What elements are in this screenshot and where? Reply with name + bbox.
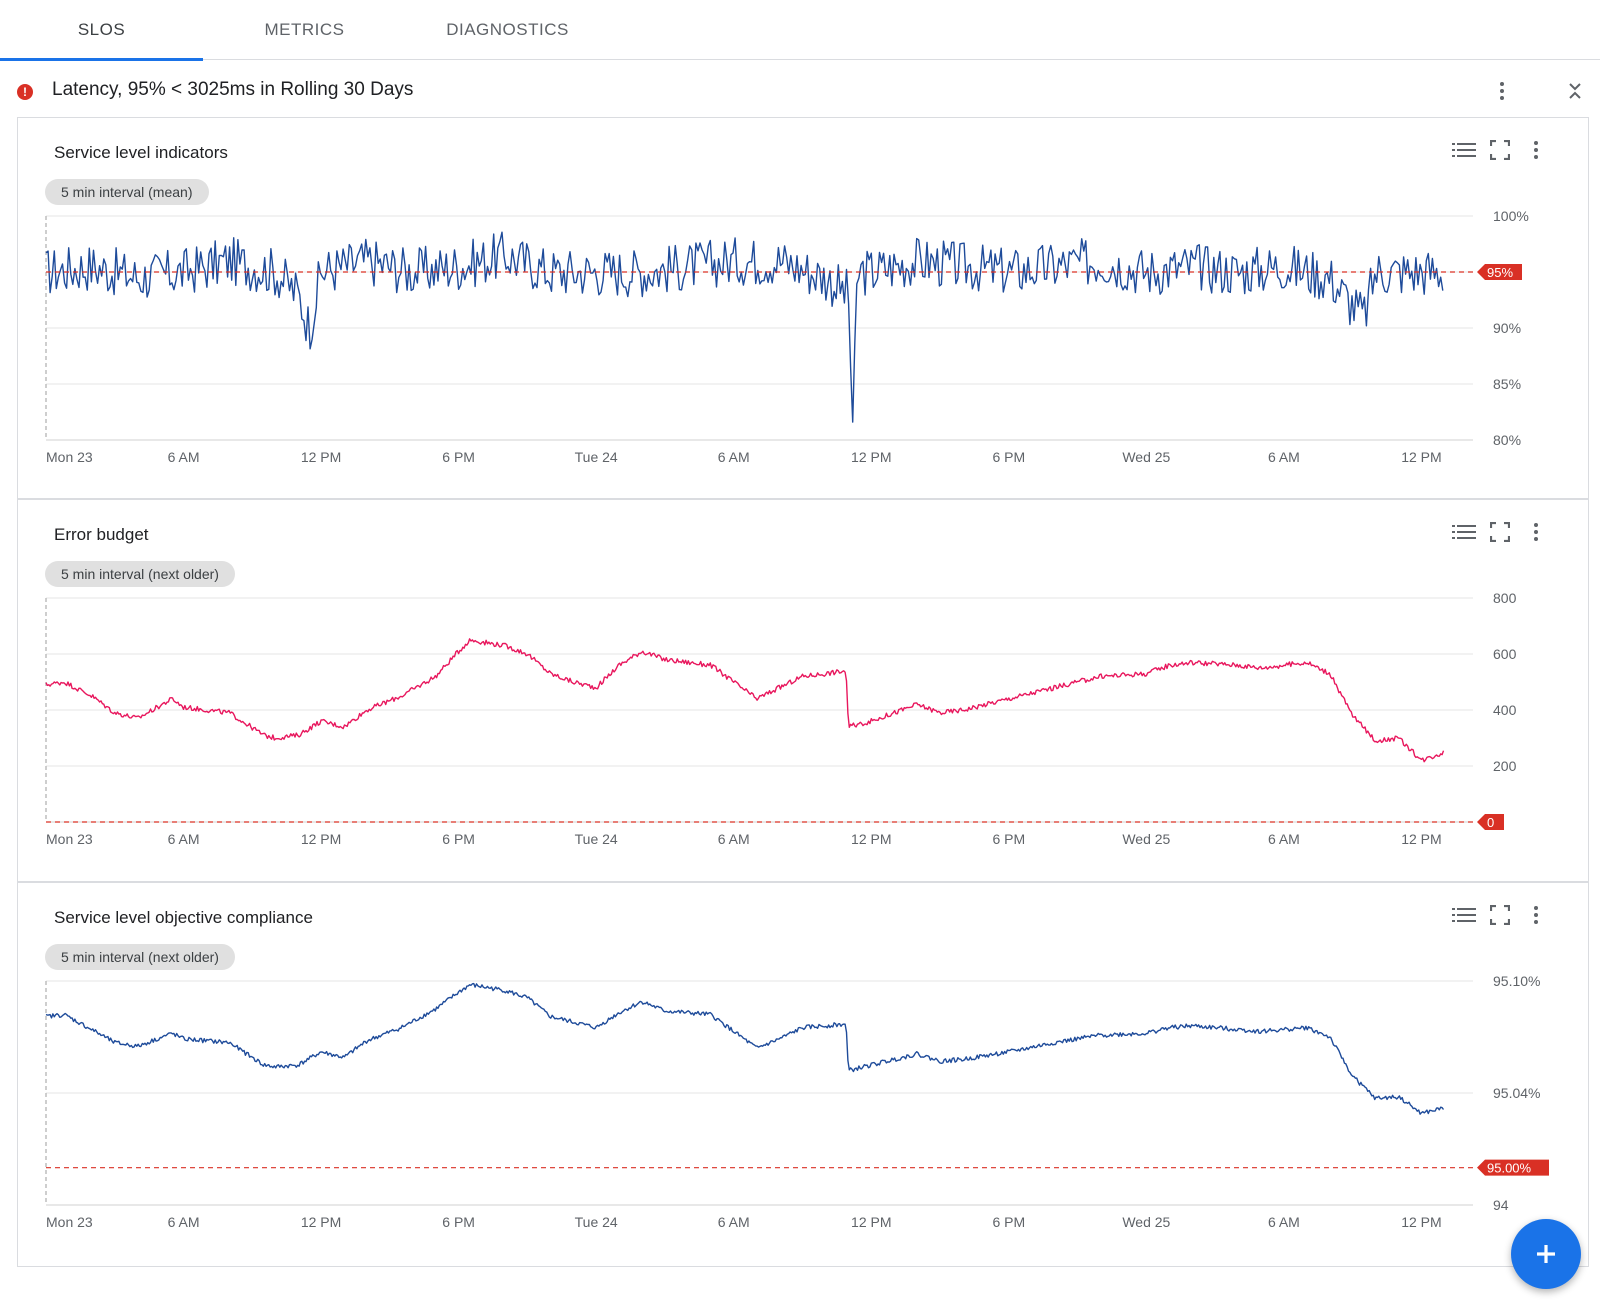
- interval-chip[interactable]: 5 min interval (next older): [45, 944, 235, 970]
- more-vert-icon[interactable]: [1524, 903, 1548, 927]
- tab-bar: SLOS METRICS DIAGNOSTICS: [0, 0, 1600, 61]
- x-tick-label: 6 AM: [168, 831, 200, 847]
- x-tick-label: 6 PM: [442, 449, 475, 465]
- sli-chart[interactable]: 100% 90% 85% 80% Mon 23 6 AM 12 PM 6 PM Tue 24 6 …: [18, 118, 1590, 500]
- x-tick-label: 6 PM: [992, 1214, 1025, 1230]
- collapse-icon[interactable]: [1563, 79, 1587, 103]
- chart-toolbar: [1452, 138, 1548, 162]
- more-vert-icon[interactable]: [1524, 138, 1548, 162]
- threshold-label: 95.00%: [1487, 1161, 1532, 1176]
- x-tick-label: 6 AM: [168, 1214, 200, 1230]
- x-tick-label: 6 AM: [1268, 831, 1300, 847]
- slo-header: ! Latency, 95% < 3025ms in Rolling 30 Da…: [0, 61, 1600, 119]
- x-tick-label: Wed 25: [1122, 449, 1170, 465]
- tab-metrics[interactable]: METRICS: [264, 20, 345, 39]
- x-tick-label: 12 PM: [851, 831, 891, 847]
- plus-icon: [1537, 1245, 1555, 1263]
- y-tick-label: 80%: [1493, 432, 1521, 448]
- chart-card-sli: Service level indicators 5 min interval …: [17, 117, 1589, 499]
- error-icon: !: [17, 84, 33, 100]
- x-tick-label: Mon 23: [46, 831, 93, 847]
- x-tick-label: 12 PM: [851, 449, 891, 465]
- x-tick-label: Mon 23: [46, 1214, 93, 1230]
- threshold-label: 95%: [1487, 265, 1513, 280]
- interval-chip[interactable]: 5 min interval (next older): [45, 561, 235, 587]
- y-tick-label: 85%: [1493, 376, 1521, 392]
- x-tick-label: 6 AM: [168, 449, 200, 465]
- x-tick-label: Tue 24: [575, 449, 618, 465]
- fullscreen-icon[interactable]: [1488, 903, 1512, 927]
- y-tick-label: 95.10%: [1493, 973, 1540, 989]
- chart-card-error-budget: Error budget 5 min interval (next older)…: [17, 499, 1589, 882]
- x-tick-label: 6 AM: [718, 1214, 750, 1230]
- legend-list-icon[interactable]: [1452, 138, 1476, 162]
- y-tick-label: 90%: [1493, 320, 1521, 336]
- fullscreen-icon[interactable]: [1488, 520, 1512, 544]
- y-tick-label: 800: [1493, 590, 1517, 606]
- legend-list-icon[interactable]: [1452, 903, 1476, 927]
- fullscreen-icon[interactable]: [1488, 138, 1512, 162]
- compliance-chart[interactable]: 95.10% 95.04% 94 Mon 23 6 AM 12 PM 6 PM Tue 24 6…: [18, 883, 1590, 1268]
- y-tick-label: 600: [1493, 646, 1517, 662]
- threshold-badge: [1477, 814, 1504, 830]
- interval-chip[interactable]: 5 min interval (mean): [45, 179, 209, 205]
- y-tick-label: 100%: [1493, 208, 1529, 224]
- series-line: [45, 638, 1445, 763]
- x-tick-label: 12 PM: [1401, 1214, 1441, 1230]
- x-tick-label: 12 PM: [1401, 449, 1441, 465]
- x-tick-label: Tue 24: [575, 831, 618, 847]
- x-tick-label: 12 PM: [851, 1214, 891, 1230]
- threshold-label: 0: [1487, 815, 1494, 830]
- threshold-badge: [1477, 264, 1522, 280]
- legend-list-icon[interactable]: [1452, 520, 1476, 544]
- x-tick-label: Mon 23: [46, 449, 93, 465]
- x-tick-label: 6 AM: [1268, 449, 1300, 465]
- x-tick-label: 6 AM: [718, 449, 750, 465]
- error-budget-chart[interactable]: 800 600 400 200 Mon 23 6 AM 12 PM 6 PM Tue 24 6 A…: [18, 500, 1590, 883]
- series-line: [45, 982, 1445, 1115]
- x-tick-label: 6 PM: [442, 1214, 475, 1230]
- x-tick-label: Tue 24: [575, 1214, 618, 1230]
- x-tick-label: 6 PM: [992, 831, 1025, 847]
- x-tick-label: 12 PM: [1401, 831, 1441, 847]
- slo-title: Latency, 95% < 3025ms in Rolling 30 Days: [52, 79, 414, 100]
- y-tick-label: 400: [1493, 702, 1517, 718]
- x-tick-label: 12 PM: [301, 1214, 341, 1230]
- threshold-badge: [1477, 1159, 1549, 1176]
- x-tick-label: 12 PM: [301, 449, 341, 465]
- tab-diagnostics[interactable]: DIAGNOSTICS: [446, 20, 569, 39]
- chart-toolbar: [1452, 520, 1548, 544]
- chart-title: Error budget: [54, 525, 149, 544]
- y-tick-label: 200: [1493, 758, 1517, 774]
- more-vert-icon[interactable]: [1524, 520, 1548, 544]
- add-button[interactable]: [1511, 1219, 1581, 1289]
- x-tick-label: 6 PM: [442, 831, 475, 847]
- x-tick-label: Wed 25: [1122, 831, 1170, 847]
- x-tick-label: 12 PM: [301, 831, 341, 847]
- x-tick-label: 6 AM: [1268, 1214, 1300, 1230]
- chart-title: Service level indicators: [54, 143, 228, 162]
- tab-slos[interactable]: SLOS: [0, 0, 203, 61]
- chart-toolbar: [1452, 903, 1548, 927]
- y-tick-label: 94: [1493, 1197, 1509, 1213]
- more-vert-icon[interactable]: [1490, 79, 1514, 103]
- y-tick-label: 95.04%: [1493, 1085, 1540, 1101]
- x-tick-label: Wed 25: [1122, 1214, 1170, 1230]
- series-line: [45, 231, 1444, 423]
- x-tick-label: 6 AM: [718, 831, 750, 847]
- chart-title: Service level objective compliance: [54, 908, 313, 927]
- x-tick-label: 6 PM: [992, 449, 1025, 465]
- chart-card-compliance: Service level objective compliance 5 min…: [17, 882, 1589, 1267]
